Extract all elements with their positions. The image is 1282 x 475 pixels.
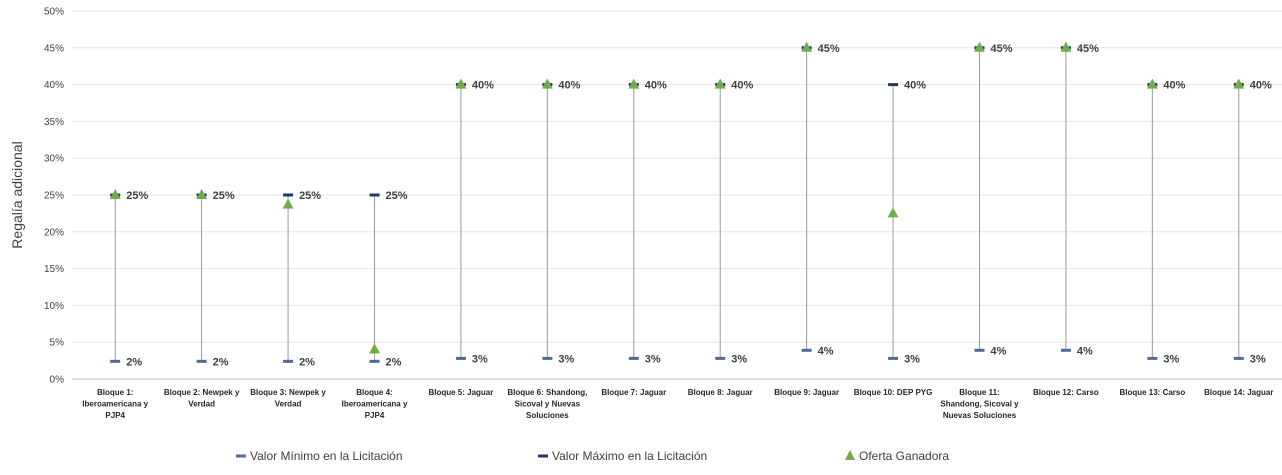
- y-tick-label: 0%: [50, 375, 65, 386]
- y-tick-label: 35%: [44, 117, 64, 128]
- legend-label: Valor Máximo en la Licitación: [552, 449, 707, 463]
- x-tick-label: Bloque 14: Jaguar: [1204, 388, 1273, 397]
- min-data-label: 3%: [904, 353, 920, 365]
- min-data-label: 3%: [645, 353, 661, 365]
- y-tick-label: 10%: [44, 301, 64, 312]
- max-data-label: 25%: [299, 190, 321, 202]
- legend-label: Oferta Ganadora: [859, 449, 949, 463]
- y-tick-label: 20%: [44, 227, 64, 238]
- y-tick-label: 30%: [44, 154, 64, 165]
- x-tick-label: Bloque 8: Jaguar: [688, 388, 753, 397]
- max-data-label: 40%: [645, 80, 667, 92]
- max-data-label: 25%: [213, 190, 235, 202]
- winner-marker: [109, 189, 121, 199]
- min-data-label: 2%: [299, 356, 315, 368]
- x-tick-label: Bloque 2: Newpek y Verdad: [164, 388, 240, 409]
- x-tick-label: Bloque 13: Carso: [1119, 388, 1185, 397]
- max-data-label: 25%: [126, 190, 148, 202]
- winner-marker: [628, 78, 640, 89]
- winner-marker: [801, 41, 813, 52]
- max-data-label: 45%: [1077, 43, 1099, 55]
- min-data-label: 2%: [386, 356, 402, 368]
- x-tick-label: Bloque 3: Newpek y Verdad: [250, 388, 326, 409]
- max-data-label: 40%: [904, 80, 926, 92]
- x-tick-label: Bloque 1: Iberoamericana y PJP4: [82, 388, 148, 420]
- y-tick-label: 5%: [50, 338, 65, 349]
- y-tick-label: 50%: [44, 7, 64, 18]
- y-tick-label: 45%: [44, 43, 64, 54]
- min-data-label: 3%: [1163, 353, 1179, 365]
- min-data-label: 3%: [731, 353, 747, 365]
- winner-marker: [282, 198, 294, 209]
- legend-swatch: [845, 450, 855, 460]
- min-data-label: 3%: [472, 353, 488, 365]
- min-data-label: 3%: [558, 353, 574, 365]
- y-tick-label: 15%: [44, 264, 64, 275]
- y-tick-label: 25%: [44, 191, 64, 202]
- winner-marker: [887, 207, 899, 218]
- winner-marker: [196, 189, 208, 199]
- x-tick-label: Bloque 11: Shandong, Sicoval y Nuevas Solu…: [940, 388, 1019, 420]
- min-data-label: 4%: [991, 345, 1007, 357]
- min-data-label: 2%: [126, 356, 142, 368]
- winner-marker: [974, 41, 985, 52]
- max-data-label: 45%: [991, 43, 1013, 55]
- max-data-label: 40%: [731, 80, 753, 92]
- x-tick-label: Bloque 7: Jaguar: [601, 388, 666, 397]
- min-data-label: 2%: [213, 356, 229, 368]
- winner-marker: [1060, 41, 1072, 52]
- legend-label: Valor Mínimo en la Licitación: [250, 449, 403, 463]
- max-data-label: 40%: [1250, 80, 1272, 92]
- winner-marker: [455, 78, 467, 89]
- max-data-label: 40%: [472, 80, 494, 92]
- x-tick-label: Bloque 5: Jaguar: [428, 388, 493, 397]
- x-tick-label: Bloque 10: DEP PYG: [854, 388, 933, 397]
- winner-marker: [714, 78, 726, 89]
- max-data-label: 40%: [558, 80, 580, 92]
- x-tick-label: Bloque 9: Jaguar: [774, 388, 839, 397]
- x-tick-label: Bloque 6: Shandong, Sicoval y Nuevas Soluc…: [507, 388, 587, 420]
- y-tick-label: 40%: [44, 80, 64, 91]
- winner-marker: [1233, 78, 1245, 89]
- winner-marker: [1146, 78, 1158, 89]
- min-data-label: 4%: [1077, 345, 1093, 357]
- min-data-label: 3%: [1250, 353, 1266, 365]
- max-data-label: 25%: [386, 190, 408, 202]
- x-tick-label: Bloque 12: Carso: [1033, 388, 1099, 397]
- min-data-label: 4%: [818, 345, 834, 357]
- x-tick-label: Bloque 4: Iberoamericana y PJP4: [342, 388, 408, 420]
- max-data-label: 40%: [1163, 80, 1185, 92]
- winner-marker: [369, 343, 380, 354]
- max-data-label: 45%: [818, 43, 840, 55]
- y-axis-label: Regalía adicional: [9, 141, 25, 248]
- winner-marker: [541, 78, 553, 89]
